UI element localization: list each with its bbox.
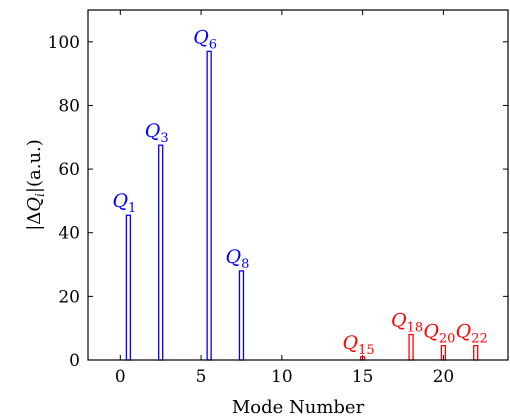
x-tick-label: 15 (352, 367, 374, 387)
y-axis-title-open: |Δ (24, 212, 45, 231)
bar-label-q6: Q6 (193, 26, 217, 52)
bar-q1 (125, 214, 132, 361)
x-tick-label: 20 (433, 367, 455, 387)
x-tick-label: 10 (271, 367, 293, 387)
x-axis-ticks: 0 5 10 15 20 (115, 10, 454, 387)
bar-label-q20: Q20 (423, 321, 455, 347)
bar-label-q3: Q3 (145, 120, 169, 146)
bar-q6 (206, 50, 212, 361)
bar-q3 (158, 144, 164, 361)
y-axis-title-close: |(a.u.) (24, 139, 45, 193)
y-tick-label: 0 (69, 351, 80, 371)
x-axis-title: Mode Number (232, 397, 365, 416)
plot-frame (87, 9, 509, 361)
bar-label-q1: Q1 (112, 190, 136, 216)
y-tick-label: 80 (58, 96, 80, 116)
bar-label-q18: Q18 (391, 310, 423, 336)
x-tick-label: 5 (196, 367, 207, 387)
y-axis-ticks: 0 20 40 60 80 100 (48, 33, 508, 371)
bar-q22 (473, 345, 479, 361)
y-tick-label: 60 (58, 160, 80, 180)
bar-label-q22: Q22 (456, 321, 488, 347)
x-tick-label: 0 (115, 367, 126, 387)
bar-label-q8: Q8 (226, 246, 250, 272)
y-tick-label: 40 (58, 224, 80, 244)
y-axis-title-var: Q (24, 197, 45, 212)
y-tick-label: 100 (48, 33, 80, 53)
y-axis-title-sub: i (33, 193, 47, 197)
y-tick-label: 20 (58, 287, 80, 307)
bars (125, 50, 479, 361)
y-axis-title: |ΔQi|(a.u.) (24, 139, 47, 231)
bar-label-q15: Q15 (343, 332, 375, 358)
bar-labels: Q1 Q3 Q6 Q8 Q15 Q18 Q20 Q22 (112, 26, 487, 357)
bar-q18 (408, 333, 414, 361)
bar-q8 (238, 270, 245, 361)
